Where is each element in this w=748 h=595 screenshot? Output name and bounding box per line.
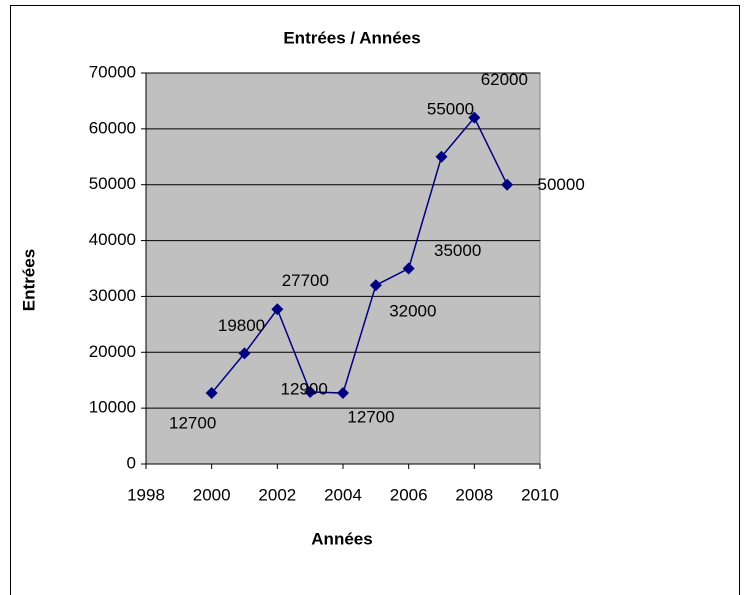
data-label: 62000 — [481, 70, 528, 89]
data-label: 19800 — [218, 316, 265, 335]
x-tick-label: 2000 — [193, 485, 231, 504]
data-label: 12700 — [169, 414, 216, 433]
marker — [238, 347, 251, 360]
marker — [402, 262, 415, 275]
marker — [271, 303, 284, 316]
y-tick-label: 10000 — [89, 398, 136, 417]
marker — [435, 150, 448, 163]
y-tick-label: 60000 — [89, 118, 136, 137]
y-tick-label: 0 — [127, 453, 136, 472]
x-tick-label: 1998 — [127, 485, 165, 504]
marker — [501, 178, 514, 191]
data-label: 50000 — [538, 175, 585, 194]
x-tick-label: 2004 — [324, 485, 362, 504]
marker — [205, 387, 218, 400]
line — [211, 116, 508, 394]
marker — [468, 111, 481, 124]
marker — [304, 385, 317, 398]
y-tick-label: 30000 — [89, 286, 136, 305]
marker — [337, 387, 349, 400]
marker — [369, 279, 382, 292]
chart-title: Entrées / Années — [283, 28, 420, 47]
data-label: 12700 — [347, 408, 394, 427]
data-label: 12900 — [281, 379, 328, 398]
x-tick-label: 2006 — [390, 485, 428, 504]
y-tick-label: 40000 — [89, 230, 136, 249]
y-tick-label: 50000 — [89, 174, 136, 193]
data-label: 27700 — [282, 271, 329, 290]
x-tick-label: 2010 — [521, 485, 559, 504]
y-axis-label: Entrées — [19, 249, 38, 311]
y-tick-label: 20000 — [89, 342, 136, 361]
x-axis-label: Années — [311, 529, 372, 548]
y-tick-label: 70000 — [89, 62, 136, 81]
data-label: 55000 — [427, 99, 474, 118]
x-tick-label: 2008 — [455, 485, 493, 504]
data-label: 35000 — [434, 241, 481, 260]
x-tick-label: 2002 — [258, 485, 296, 504]
data-label: 32000 — [389, 302, 436, 321]
